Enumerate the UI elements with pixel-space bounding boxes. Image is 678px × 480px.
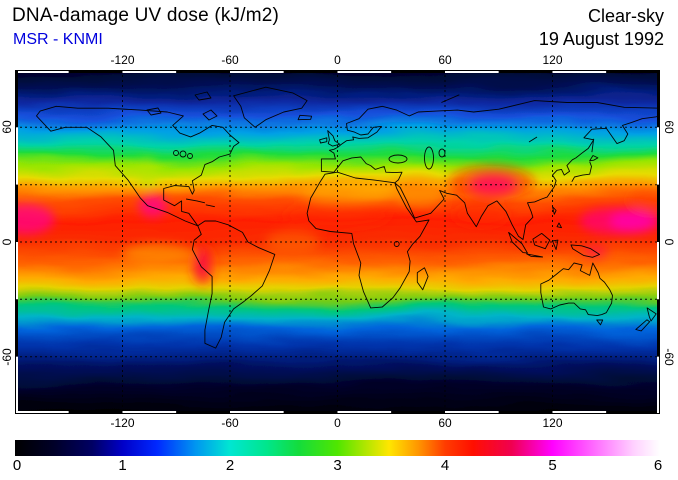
colorbar: [15, 440, 660, 456]
hotspot-tibetan-plateau-halo: [448, 165, 535, 200]
map-frame-outline: [15, 70, 660, 414]
coast-ireland: [319, 137, 328, 144]
sea-black: [388, 154, 408, 164]
hotspot-equatorial-east-pacific: [122, 243, 195, 264]
lon-tick-bottom: 120: [542, 416, 563, 430]
coast-sulawesi: [552, 239, 559, 251]
lon-tick-bottom: -120: [110, 416, 135, 430]
coast-eurasia: [320, 100, 660, 240]
coast-java: [526, 253, 544, 258]
coast-africa: [306, 171, 430, 309]
lake-erie-ontario: [187, 153, 193, 159]
lat-tick-right: -60: [662, 348, 676, 366]
coast-great-britain: [327, 130, 341, 147]
lake-aral: [438, 148, 446, 158]
hotspot-india-bay-of-bengal: [452, 203, 510, 227]
hotspot-northwest-pacific: [629, 188, 660, 212]
colorbar-tick: 3: [333, 457, 342, 474]
hotspot-mexican-highlands: [138, 194, 168, 218]
lat-tick-left: 0: [0, 238, 14, 246]
colorbar-tick: 6: [653, 457, 663, 474]
lon-tick-top: -60: [221, 53, 239, 67]
colorbar-tick: 2: [225, 457, 235, 474]
lake-baikal: [528, 136, 538, 143]
world-uv-heatmap: [15, 70, 660, 414]
lake-huron: [179, 150, 187, 158]
zebra-frame: [15, 70, 660, 414]
hotspot-rocky-mountains: [136, 157, 159, 189]
lat-tick-right: 0: [662, 238, 676, 246]
coast-north-america: [36, 105, 240, 227]
colorbar-gradient: [15, 440, 660, 456]
coast-south-america: [191, 220, 276, 349]
lon-tick-top: -120: [110, 53, 135, 67]
coast-borneo: [532, 232, 551, 250]
hotspot-equatorial-atlantic: [265, 230, 320, 254]
colorbar-tick: 5: [548, 457, 557, 474]
coast-caribbean: [186, 198, 215, 208]
hotspot-arabia: [396, 188, 444, 208]
source-credit: MSR - KNMI: [13, 31, 103, 48]
uv-hotspot-blobs: [15, 157, 660, 286]
lon-tick-top: 120: [542, 53, 563, 67]
lake-superior: [173, 150, 179, 156]
lat-tick-left: -60: [0, 348, 14, 366]
hotspot-peruvian-andes-halo: [190, 243, 216, 286]
header-right: Clear-sky 19 August 1992: [539, 5, 664, 51]
coast-greenland: [233, 86, 308, 128]
coast-arctic-islands: [146, 91, 460, 121]
colorbar-tick: 1: [118, 457, 127, 474]
coast-iceland: [297, 114, 313, 121]
coast-philippines: [552, 206, 562, 229]
coast-new-guinea: [570, 244, 601, 258]
coast-japan: [571, 138, 599, 183]
graticule: [15, 70, 660, 414]
lat-tick-right: 60: [662, 120, 676, 134]
sky-condition-label: Clear-sky: [587, 6, 664, 26]
lon-tick-top: 0: [334, 53, 341, 67]
coast-new-zealand: [635, 307, 657, 332]
colorbar-tick: 4: [440, 457, 450, 474]
hotspot-west-pacific-bright: [609, 209, 660, 233]
lake-caspian: [424, 146, 434, 170]
lon-tick-bottom: 60: [438, 416, 452, 430]
hotspot-sahara: [301, 182, 402, 202]
date-label: 19 August 1992: [538, 29, 664, 49]
coast-australia: [540, 262, 613, 317]
coastlines: [36, 86, 660, 349]
hotspot-central-pacific: [15, 203, 55, 235]
coast-tasmania: [596, 319, 604, 326]
colorbar-tick: 0: [12, 457, 22, 474]
coast-madagascar: [416, 267, 429, 291]
lon-tick-top: 60: [438, 53, 452, 67]
lat-tick-left: 60: [0, 120, 14, 134]
lon-tick-bottom: 0: [334, 416, 341, 430]
page-title: DNA-damage UV dose (kJ/m2): [12, 5, 280, 26]
lon-tick-bottom: -60: [221, 416, 239, 430]
coast-sumatra: [508, 231, 528, 254]
